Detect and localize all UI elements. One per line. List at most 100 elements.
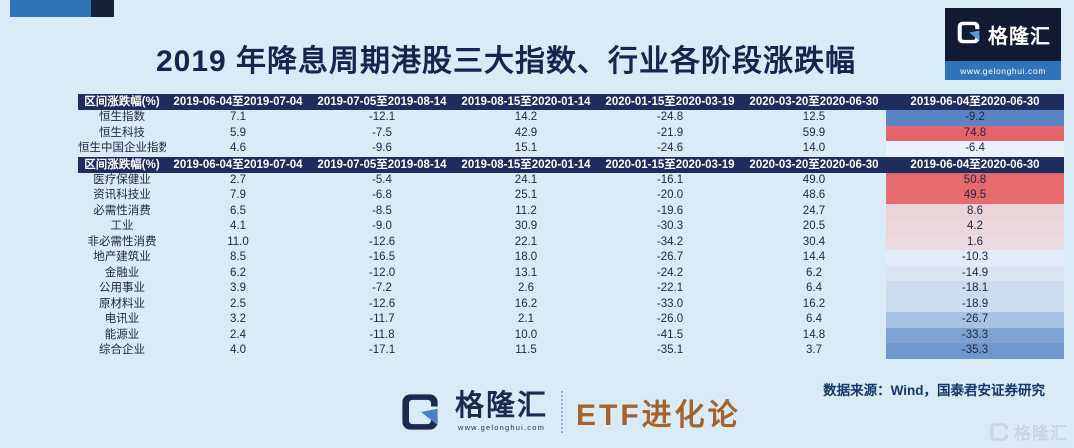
cell-value: -16.1	[656, 173, 684, 186]
gelonghui-brand-text: 格隆汇	[988, 26, 1051, 48]
cell-value: 13.1	[514, 266, 538, 279]
cell-value: 4.2	[886, 219, 1064, 235]
row-label: 非必需性消费	[87, 235, 157, 248]
cell-value: 15.1	[514, 142, 538, 154]
cell-value: -24.6	[656, 142, 684, 154]
table-row: 非必需性消费 11.0 -12.6 22.1 -34.2 30.4 1.6	[78, 234, 1064, 250]
cell-value: 8.6	[886, 203, 1064, 219]
cell-value: -5.4	[372, 173, 392, 186]
cell-value: 2.6	[518, 282, 534, 294]
table-row: 医疗保健业 2.7 -5.4 24.1 -16.1 49.0 50.8	[78, 172, 1064, 188]
cell-value: -22.1	[656, 282, 684, 294]
cell-value: 3.7	[806, 344, 822, 356]
cell-value: 6.4	[806, 282, 822, 294]
cell-value: 49.0	[802, 173, 826, 186]
cell-value: 11.2	[515, 204, 537, 217]
cell-value: -12.6	[368, 235, 396, 248]
cell-value: -8.5	[372, 204, 392, 217]
gelonghui-logo-top: 格隆汇 www.gelonghui.com	[945, 8, 1061, 80]
cell-value: -16.5	[368, 251, 396, 263]
cell-value: 3.9	[230, 282, 246, 294]
table-row: 综合企业 4.0 -17.1 11.5 -35.1 3.7 -35.3	[78, 343, 1064, 359]
footer-separator	[561, 391, 564, 433]
cell-value: -6.8	[372, 189, 392, 201]
row-label: 综合企业	[99, 344, 145, 356]
cell-value: -12.6	[368, 297, 396, 310]
cell-value: 14.2	[514, 111, 538, 123]
table-header-label: 区间涨跌幅(%)	[78, 94, 166, 110]
cell-value: -6.4	[886, 141, 1064, 157]
cell-value: 14.0	[802, 142, 826, 154]
cell-value: -35.1	[656, 344, 684, 356]
cell-value: 4.0	[230, 344, 246, 356]
cell-value: 48.6	[802, 189, 826, 201]
table-header-period: 2020-01-15至2020-03-19	[598, 94, 742, 110]
decorative-bar-navy	[91, 0, 114, 17]
row-label: 能源业	[104, 328, 140, 341]
cell-value: 11.5	[515, 344, 537, 356]
cell-value: -18.9	[886, 296, 1064, 312]
cell-value: 1.6	[886, 234, 1064, 250]
watermark-g-icon	[990, 422, 1008, 441]
cell-value: 3.2	[230, 313, 246, 325]
table-header-label: 区间涨跌幅(%)	[78, 156, 166, 173]
table-header-period: 2020-01-15至2020-03-19	[598, 156, 742, 173]
cell-value: -7.2	[372, 282, 392, 294]
row-label: 恒生指数	[99, 111, 145, 123]
cell-value: -14.9	[886, 265, 1064, 281]
cell-value: 24.1	[514, 173, 538, 186]
table-row: 恒生指数 7.1 -12.1 14.2 -24.8 12.5 -9.2	[78, 110, 1064, 126]
cell-value: 5.9	[230, 126, 246, 139]
table-row: 资讯科技业 7.9 -6.8 25.1 -20.0 48.6 49.5	[78, 188, 1064, 204]
row-label: 工业	[110, 220, 134, 232]
cell-value: -34.2	[656, 235, 684, 248]
table-header-period: 2019-07-05至2019-08-14	[310, 156, 454, 173]
cell-value: 6.5	[230, 204, 246, 217]
footer-program-name: ETF进化论	[576, 399, 741, 432]
cell-value: -26.0	[656, 313, 684, 325]
cell-value: 2.5	[230, 297, 246, 310]
cell-value: 18.0	[514, 251, 538, 263]
row-label: 金融业	[104, 266, 140, 279]
cell-value: -30.3	[656, 220, 684, 232]
cell-value: 74.8	[886, 125, 1064, 141]
cell-value: 10.0	[514, 328, 538, 341]
footer-brand-url: www.gelonghui.com	[457, 423, 546, 433]
rate-table-industries: 区间涨跌幅(%) 2019-06-04至2019-07-04 2019-07-05至…	[78, 156, 1064, 359]
cell-value: 2.7	[230, 173, 246, 186]
cell-value: 12.5	[802, 111, 826, 123]
cell-value: -12.0	[368, 266, 396, 279]
table-header-period: 2019-06-04至2019-07-04	[166, 94, 310, 110]
table-header-period: 2019-08-15至2020-01-14	[454, 94, 598, 110]
gelonghui-logo-box: 格隆汇	[945, 8, 1061, 61]
table-row: 能源业 2.4 -11.8 10.0 -41.5 14.8 -33.3	[78, 327, 1064, 343]
gelonghui-g-icon	[955, 19, 982, 51]
cell-value: 6.4	[806, 313, 822, 325]
cell-value: -9.6	[372, 142, 392, 154]
table-header-period: 2019-08-15至2020-01-14	[454, 156, 598, 173]
cell-value: -10.3	[886, 250, 1064, 266]
cell-value: -19.6	[656, 204, 684, 217]
table-header-row: 区间涨跌幅(%) 2019-06-04至2019-07-04 2019-07-05至…	[78, 94, 1064, 110]
row-label: 恒生中国企业指数	[78, 142, 166, 154]
page-title: 2019 年降息周期港股三大指数、行业各阶段涨跌幅	[155, 45, 857, 78]
cell-value: -26.7	[886, 312, 1064, 328]
cell-value: 7.1	[230, 111, 246, 123]
row-label: 原材料业	[99, 297, 145, 310]
cell-value: -9.2	[886, 110, 1064, 126]
table-row: 原材料业 2.5 -12.6 16.2 -33.0 16.2 -18.9	[78, 296, 1064, 312]
cell-value: -12.1	[368, 111, 396, 123]
row-label: 地产建筑业	[93, 251, 151, 263]
table-row: 金融业 6.2 -12.0 13.1 -24.2 6.2 -14.9	[78, 265, 1064, 281]
table-header-period: 2019-06-04至2019-07-04	[166, 156, 310, 173]
cell-value: 11.0	[227, 235, 249, 248]
row-label: 恒生科技	[99, 126, 145, 139]
table-row: 恒生科技 5.9 -7.5 42.9 -21.9 59.9 74.8	[78, 125, 1064, 141]
cell-value: -41.5	[656, 328, 684, 341]
decorative-bar	[10, 0, 114, 17]
table-header-period: 2020-03-20至2020-06-30	[742, 156, 886, 173]
table-row: 电讯业 3.2 -11.7 2.1 -26.0 6.4 -26.7	[78, 312, 1064, 328]
table-row: 地产建筑业 8.5 -16.5 18.0 -26.7 14.4 -10.3	[78, 250, 1064, 266]
cell-value: 14.4	[802, 251, 826, 263]
cell-value: 2.4	[230, 328, 246, 341]
